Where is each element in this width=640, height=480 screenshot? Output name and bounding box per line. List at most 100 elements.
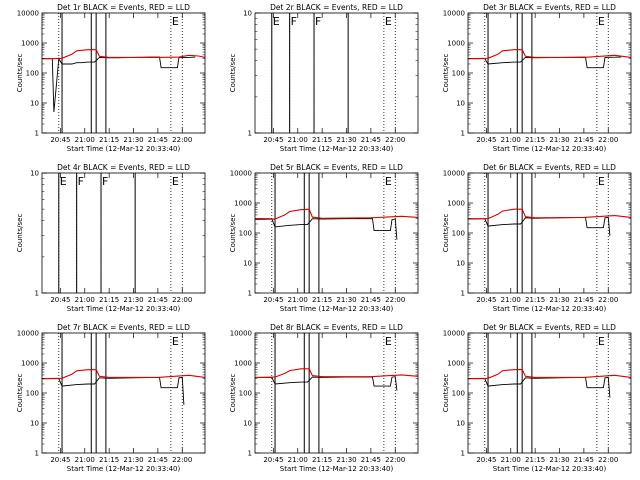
y-tick-label: 100	[26, 70, 39, 78]
detector-panel-8: Det 8r BLACK = Events, RED = LLD E 1 10 100 1…	[213, 320, 426, 480]
chart-svg: Det 3r BLACK = Events, RED = LLD E 1 10 100 1…	[442, 3, 632, 153]
chart-svg: Det 8r BLACK = Events, RED = LLD E 1 10 100 1…	[229, 323, 419, 473]
y-tick-label: 100	[452, 390, 465, 398]
y-axis-label: Counts/sec	[442, 374, 450, 413]
y-tick-label: 1000	[234, 200, 252, 208]
chart-title: Det 7r BLACK = Events, RED = LLD	[57, 323, 190, 332]
x-tick-label: 21:45	[148, 456, 168, 464]
chart-title: Det 9r BLACK = Events, RED = LLD	[483, 323, 616, 332]
y-tick-label: 1000	[21, 360, 39, 368]
events-series-line	[468, 216, 611, 236]
x-axis-label: Start Time (12-Mar-12 20:33:40)	[67, 305, 181, 313]
detector-panel-9: Det 9r BLACK = Events, RED = LLD E 1 10 100 1…	[426, 320, 639, 480]
y-axis-label: Counts/sec	[229, 214, 237, 253]
x-tick-label: 20:45	[50, 456, 70, 464]
y-tick-label: 1	[248, 450, 252, 458]
flag-label: E	[172, 15, 179, 28]
x-tick-label: 21:00	[501, 456, 521, 464]
y-tick-label: 10000	[230, 170, 252, 178]
flag-label: F	[78, 175, 84, 188]
y-tick-label: 100	[239, 230, 252, 238]
chart-svg: Det 1r BLACK = Events, RED = LLD E 1 10 100 1…	[16, 3, 206, 153]
lld-series-line	[467, 368, 632, 380]
x-tick-label: 21:15	[312, 296, 332, 304]
plot-frame	[254, 172, 419, 294]
y-tick-label: 1000	[447, 360, 465, 368]
chart-svg: Det 6r BLACK = Events, RED = LLD E 1 10 100 1…	[442, 163, 632, 313]
plot-frame	[254, 12, 419, 134]
y-tick-label: 1	[248, 290, 252, 298]
x-tick-label: 21:45	[148, 296, 168, 304]
x-tick-label: 21:15	[525, 296, 545, 304]
x-axis-label: Start Time (12-Mar-12 20:33:40)	[280, 145, 394, 153]
plot-frame	[41, 172, 206, 294]
flag-label: E	[273, 15, 280, 28]
x-tick-label: 22:00	[385, 136, 405, 144]
y-axis-label: Counts/sec	[442, 214, 450, 253]
x-axis-label: Start Time (12-Mar-12 20:33:40)	[493, 465, 607, 473]
y-tick-label: 10000	[443, 10, 465, 18]
chart-title: Det 2r BLACK = Events, RED = LLD	[270, 3, 403, 12]
x-tick-label: 22:00	[598, 296, 618, 304]
y-tick-label: 10	[243, 10, 252, 18]
lld-series-line	[41, 369, 206, 380]
x-tick-label: 22:00	[598, 456, 618, 464]
flag-label: E	[385, 335, 392, 348]
x-tick-label: 20:45	[476, 456, 496, 464]
chart-title: Det 4r BLACK = Events, RED = LLD	[57, 163, 190, 172]
y-tick-label: 10	[30, 100, 39, 108]
chart-svg: Det 5r BLACK = Events, RED = LLD E 1 10 100 1…	[229, 163, 419, 313]
x-tick-label: 21:00	[75, 136, 95, 144]
y-tick-label: 1	[35, 450, 39, 458]
y-tick-label: 10	[456, 260, 465, 268]
y-tick-label: 1	[461, 130, 465, 138]
flag-label: F	[315, 15, 321, 28]
lld-series-line	[467, 208, 632, 220]
x-axis-label: Start Time (12-Mar-12 20:33:40)	[280, 465, 394, 473]
y-tick-label: 10000	[17, 330, 39, 338]
x-tick-label: 21:00	[501, 296, 521, 304]
x-tick-label: 20:45	[263, 296, 283, 304]
flag-label: E	[598, 15, 605, 28]
x-tick-label: 22:00	[172, 456, 192, 464]
plot-frame	[467, 172, 632, 294]
y-axis-label: Counts/sec	[442, 54, 450, 93]
y-tick-label: 1000	[447, 200, 465, 208]
y-tick-label: 1	[35, 130, 39, 138]
x-tick-label: 21:00	[75, 456, 95, 464]
x-tick-label: 21:00	[288, 136, 308, 144]
x-axis-label: Start Time (12-Mar-12 20:33:40)	[67, 465, 181, 473]
y-tick-label: 10000	[17, 10, 39, 18]
detector-panel-7: Det 7r BLACK = Events, RED = LLD E 1 10 100 1…	[0, 320, 213, 480]
detector-panel-1: Det 1r BLACK = Events, RED = LLD E 1 10 100 1…	[0, 0, 213, 160]
x-tick-label: 21:15	[525, 456, 545, 464]
events-series-line	[468, 56, 622, 69]
y-tick-label: 100	[452, 70, 465, 78]
lld-series-line	[467, 49, 632, 60]
x-tick-label: 21:00	[501, 136, 521, 144]
x-tick-label: 21:45	[574, 296, 594, 304]
plot-frame	[254, 332, 419, 454]
y-tick-label: 100	[239, 390, 252, 398]
x-tick-label: 22:00	[385, 296, 405, 304]
chart-title: Det 3r BLACK = Events, RED = LLD	[483, 3, 616, 12]
chart-title: Det 6r BLACK = Events, RED = LLD	[483, 163, 616, 172]
y-tick-label: 1000	[21, 40, 39, 48]
detector-panel-2: Det 2r BLACK = Events, RED = LLD E F F E 1 10 2…	[213, 0, 426, 160]
x-tick-label: 21:30	[123, 296, 143, 304]
x-tick-label: 21:15	[99, 296, 119, 304]
x-tick-label: 22:00	[172, 136, 192, 144]
x-tick-label: 21:15	[312, 456, 332, 464]
flag-label: E	[385, 15, 392, 28]
detector-panel-3: Det 3r BLACK = Events, RED = LLD E 1 10 100 1…	[426, 0, 639, 160]
y-tick-label: 10	[243, 260, 252, 268]
y-tick-label: 10000	[230, 330, 252, 338]
y-axis-label: Counts/sec	[229, 54, 237, 93]
x-tick-label: 20:45	[50, 296, 70, 304]
y-axis-label: Counts/sec	[16, 214, 24, 253]
events-series-line	[468, 376, 611, 398]
y-tick-label: 1	[35, 290, 39, 298]
x-tick-label: 21:45	[148, 136, 168, 144]
y-axis-label: Counts/sec	[16, 54, 24, 93]
